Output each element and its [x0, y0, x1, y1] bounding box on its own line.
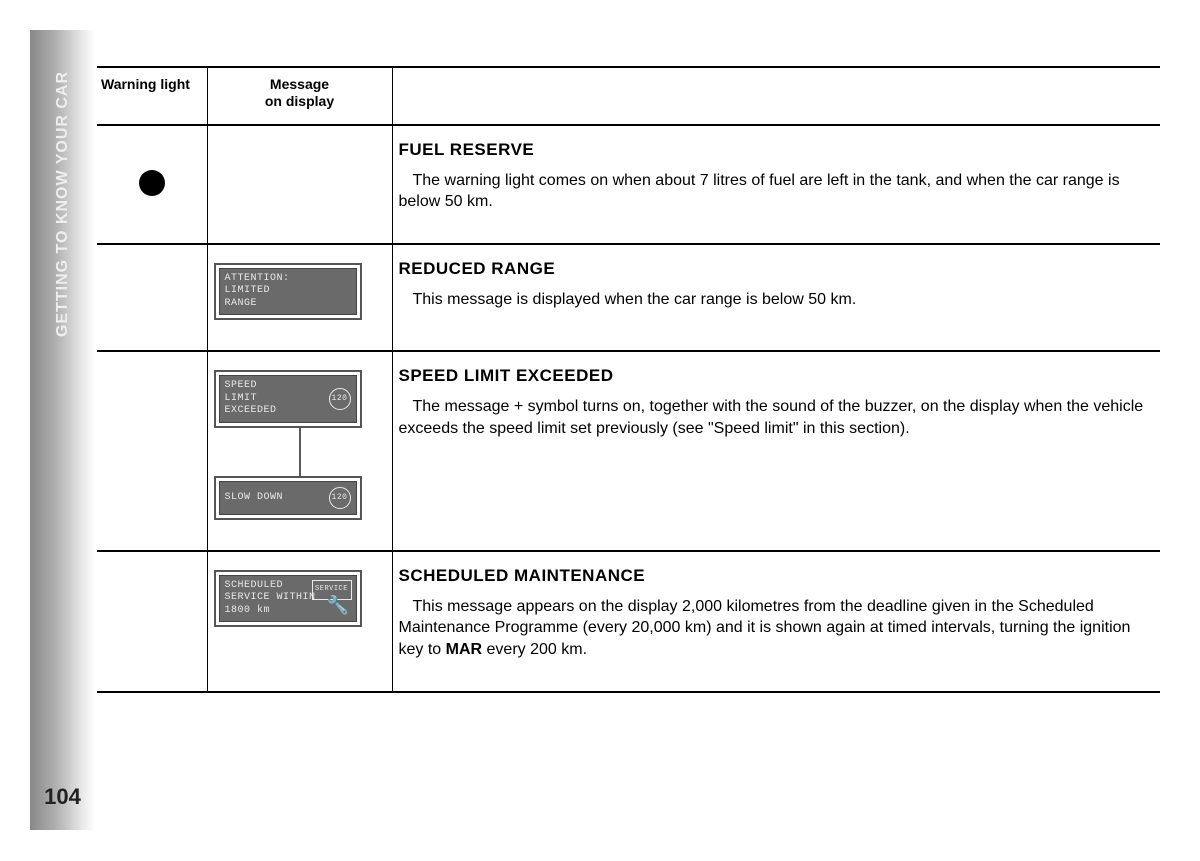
section-body: This message is displayed when the car r…	[399, 289, 1155, 311]
section-heading: FUEL RESERVE	[399, 140, 1155, 160]
warning-light-cell	[97, 244, 207, 352]
display-mockup: SCHEDULED SERVICE WITHIN 1800 km SERVICE…	[214, 570, 362, 628]
sidebar-tab: GETTING TO KNOW YOUR CAR 104	[30, 30, 95, 830]
content-area: Warning light Message on display FUEL RE…	[97, 66, 1160, 693]
warning-light-cell	[97, 125, 207, 244]
message-cell	[207, 125, 392, 244]
display-text: ATTENTION: LIMITED RANGE	[219, 268, 357, 316]
warning-light-cell	[97, 551, 207, 692]
section-heading: SCHEDULED MAINTENANCE	[399, 566, 1155, 586]
display-inner: SPEED LIMIT EXCEEDED 120	[219, 375, 357, 423]
display-connector	[299, 428, 301, 476]
section-heading: SPEED LIMIT EXCEEDED	[399, 366, 1155, 386]
desc-cell-speed-limit: SPEED LIMIT EXCEEDED The message + symbo…	[392, 351, 1160, 551]
display-inner: SCHEDULED SERVICE WITHIN 1800 km SERVICE…	[219, 575, 357, 623]
display-text: SLOW DOWN	[225, 492, 284, 505]
desc-cell-fuel-reserve: FUEL RESERVE The warning light comes on …	[392, 125, 1160, 244]
section-body: This message appears on the display 2,00…	[399, 596, 1155, 661]
display-text: SPEED LIMIT EXCEEDED	[225, 380, 277, 416]
section-heading: REDUCED RANGE	[399, 259, 1155, 279]
speed-limit-icon: 120	[329, 487, 351, 509]
wrench-icon: 🔧	[327, 596, 350, 619]
col-header-message: Message on display	[207, 67, 392, 125]
display-text: SCHEDULED SERVICE WITHIN 1800 km	[225, 580, 316, 616]
section-body: The warning light comes on when about 7 …	[399, 170, 1155, 213]
col-header-warning-light: Warning light	[97, 67, 207, 125]
warning-light-cell	[97, 351, 207, 551]
display-inner: SLOW DOWN 120	[219, 481, 357, 515]
message-cell: ATTENTION: LIMITED RANGE	[207, 244, 392, 352]
message-cell: SCHEDULED SERVICE WITHIN 1800 km SERVICE…	[207, 551, 392, 692]
fuel-reserve-light-icon	[139, 170, 165, 196]
display-mockup-1: SPEED LIMIT EXCEEDED 120	[214, 370, 362, 428]
col-header-desc	[392, 67, 1160, 125]
desc-cell-reduced-range: REDUCED RANGE This message is displayed …	[392, 244, 1160, 352]
display-mockup: ATTENTION: LIMITED RANGE	[214, 263, 362, 321]
warning-table: Warning light Message on display FUEL RE…	[97, 66, 1160, 693]
message-cell: SPEED LIMIT EXCEEDED 120 SLOW DOWN 120	[207, 351, 392, 551]
section-body: The message + symbol turns on, together …	[399, 396, 1155, 439]
section-title: GETTING TO KNOW YOUR CAR	[54, 71, 72, 337]
page-number: 104	[44, 784, 81, 810]
speed-limit-icon: 120	[329, 388, 351, 410]
display-mockup-2: SLOW DOWN 120	[214, 476, 362, 520]
desc-cell-scheduled: SCHEDULED MAINTENANCE This message appea…	[392, 551, 1160, 692]
